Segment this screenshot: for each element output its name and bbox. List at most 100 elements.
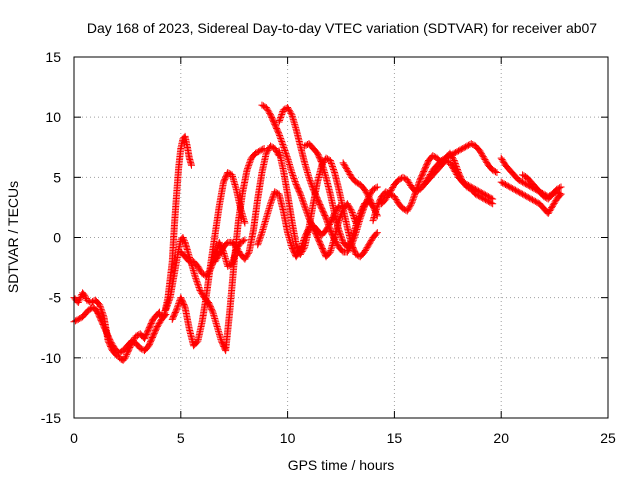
data-point xyxy=(384,191,392,199)
data-point xyxy=(106,337,114,345)
data-point xyxy=(403,207,411,215)
data-point xyxy=(500,180,508,188)
data-point xyxy=(269,192,277,200)
data-point xyxy=(331,237,339,245)
data-point xyxy=(246,159,254,167)
data-point xyxy=(469,184,477,192)
data-point xyxy=(420,181,428,189)
data-point xyxy=(451,168,459,176)
data-point xyxy=(237,238,245,246)
data-point xyxy=(506,183,514,191)
data-point xyxy=(553,185,561,193)
data-point xyxy=(514,188,522,196)
data-point xyxy=(265,108,273,116)
data-point xyxy=(413,187,421,195)
data-point xyxy=(279,142,287,150)
data-point xyxy=(480,190,488,198)
data-point xyxy=(382,195,390,203)
data-point xyxy=(546,207,554,215)
data-point xyxy=(497,178,505,186)
data-point xyxy=(292,179,300,187)
data-point xyxy=(388,185,396,193)
data-point xyxy=(208,262,216,270)
data-point xyxy=(363,244,371,252)
data-point xyxy=(275,118,283,126)
data-point xyxy=(301,142,309,150)
data-point xyxy=(479,189,487,197)
data-point xyxy=(425,172,433,180)
data-point xyxy=(87,298,95,306)
data-point xyxy=(291,176,299,184)
data-point xyxy=(456,146,464,154)
data-point xyxy=(447,151,455,159)
data-point xyxy=(473,186,481,194)
data-point xyxy=(245,162,253,170)
data-point xyxy=(212,256,220,264)
data-point xyxy=(446,159,454,167)
data-point xyxy=(331,236,339,244)
data-point xyxy=(548,202,556,210)
data-point xyxy=(343,243,351,251)
data-point xyxy=(340,160,348,168)
data-point xyxy=(369,185,377,193)
data-point xyxy=(323,155,331,163)
data-point xyxy=(279,106,287,114)
data-point xyxy=(180,237,188,245)
data-point xyxy=(241,219,249,227)
data-point xyxy=(365,241,373,249)
data-point xyxy=(501,181,509,189)
data-point xyxy=(513,187,521,195)
data-point xyxy=(307,178,315,186)
data-point xyxy=(83,296,91,304)
data-point xyxy=(415,179,423,187)
data-point xyxy=(452,169,460,177)
data-point xyxy=(551,198,559,206)
data-point xyxy=(364,242,372,250)
data-point xyxy=(517,177,525,185)
data-point xyxy=(484,193,492,201)
data-point xyxy=(343,166,351,174)
data-point xyxy=(225,169,233,177)
data-point xyxy=(123,351,131,359)
data-point xyxy=(325,222,333,230)
data-point xyxy=(448,162,456,170)
data-point xyxy=(204,269,212,277)
data-point xyxy=(372,230,380,238)
data-point xyxy=(498,156,506,164)
data-point xyxy=(509,185,517,193)
data-point xyxy=(426,170,434,178)
data-point xyxy=(271,188,279,196)
data-point xyxy=(321,213,329,221)
data-point xyxy=(507,184,515,192)
data-point xyxy=(136,344,144,352)
data-point xyxy=(354,215,362,223)
data-point xyxy=(327,158,335,166)
data-point xyxy=(544,209,552,217)
data-point xyxy=(163,303,171,311)
data-point xyxy=(346,170,354,178)
data-point xyxy=(447,160,455,168)
data-point xyxy=(482,157,490,165)
data-point xyxy=(422,178,430,186)
data-point xyxy=(479,153,487,161)
data-point xyxy=(214,252,222,260)
data-point xyxy=(404,206,412,214)
x-tick-label: 20 xyxy=(493,430,509,446)
data-point xyxy=(207,265,215,273)
y-axis-label: SDTVAR / TECUs xyxy=(5,181,21,293)
data-point xyxy=(346,239,354,247)
data-point xyxy=(520,172,528,180)
data-point xyxy=(174,303,182,311)
data-point xyxy=(480,154,488,162)
data-point xyxy=(255,238,263,246)
data-point xyxy=(353,218,361,226)
x-tick-label: 10 xyxy=(280,430,296,446)
chart-title: Day 168 of 2023, Sidereal Day-to-day VTE… xyxy=(87,20,597,36)
data-point xyxy=(239,237,247,245)
y-tick-labels: -15 -10 -5 0 5 10 15 xyxy=(41,49,61,426)
data-point xyxy=(280,145,288,153)
data-point xyxy=(430,152,438,160)
data-point xyxy=(344,168,352,176)
data-point xyxy=(523,193,531,201)
